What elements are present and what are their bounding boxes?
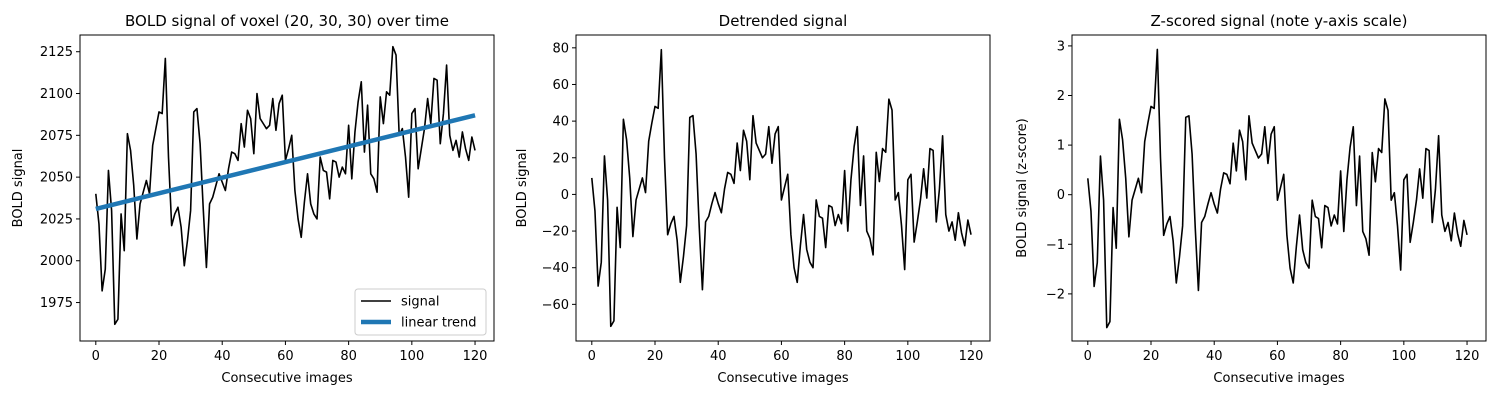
- y-tick-label: 1975: [40, 296, 73, 311]
- x-tick-label: 100: [895, 349, 920, 364]
- x-tick-label: 60: [277, 349, 294, 364]
- y-tick-label: 3: [1057, 39, 1065, 54]
- legend-entry: linear trend: [401, 316, 477, 331]
- y-tick-label: −20: [542, 225, 569, 240]
- y-axis-label: BOLD signal: [515, 149, 530, 228]
- chart-panel-2: Detrended signal 0 20 40 60 80 100 120 −60 −40 −20…: [515, 12, 991, 386]
- signal-line: [1087, 48, 1468, 329]
- y-tick-label: 2100: [40, 87, 73, 102]
- x-tick-label: 0: [588, 349, 596, 364]
- x-tick-label: 80: [1332, 349, 1349, 364]
- x-tick-label: 20: [1143, 349, 1160, 364]
- chart-panel-1: BOLD signal of voxel (20, 30, 30) over t…: [11, 12, 495, 386]
- y-tick-label: 0: [561, 188, 569, 203]
- y-tick-label: 40: [552, 115, 569, 130]
- x-tick-label: 0: [92, 349, 100, 364]
- y-tick-label: 60: [552, 78, 569, 93]
- y-axis-label: BOLD signal: [11, 149, 26, 228]
- y-tick-label: 20: [552, 151, 569, 166]
- signal-line: [591, 48, 972, 328]
- y-tick-label: 2050: [40, 171, 73, 186]
- x-tick-label: 120: [463, 349, 488, 364]
- y-tick-label: −1: [1046, 238, 1065, 253]
- trend-line: [95, 113, 476, 212]
- x-tick-label: 120: [959, 349, 984, 364]
- chart-title: Detrended signal: [719, 12, 848, 30]
- x-tick-label: 20: [151, 349, 168, 364]
- axes-frame: [575, 34, 991, 342]
- y-tick-label: −40: [542, 261, 569, 276]
- y-tick-label: 80: [552, 41, 569, 56]
- chart-title: Z-scored signal (note y-axis scale): [1151, 12, 1408, 30]
- y-tick-label: 2: [1057, 89, 1065, 104]
- x-tick-label: 60: [1269, 349, 1286, 364]
- axes-frame: [1071, 34, 1487, 342]
- x-tick-label: 40: [214, 349, 231, 364]
- x-tick-label: 20: [647, 349, 664, 364]
- y-tick-label: −60: [542, 298, 569, 313]
- x-axis-label: Consecutive images: [1213, 371, 1344, 386]
- x-tick-label: 40: [1206, 349, 1223, 364]
- axes-frame: [79, 34, 495, 342]
- x-tick-label: 40: [710, 349, 727, 364]
- legend-entry: signal: [401, 295, 439, 310]
- x-tick-label: 60: [773, 349, 790, 364]
- chart-panel-3: Z-scored signal (note y-axis scale)0 20 40…: [1015, 12, 1487, 386]
- y-tick-label: 0: [1057, 188, 1065, 203]
- signal-line: [95, 45, 476, 326]
- y-tick-label: −2: [1046, 287, 1065, 302]
- x-tick-label: 100: [1391, 349, 1416, 364]
- y-tick-label: 2075: [40, 129, 73, 144]
- x-tick-label: 0: [1084, 349, 1092, 364]
- x-axis-label: Consecutive images: [221, 371, 352, 386]
- x-tick-label: 80: [340, 349, 357, 364]
- x-tick-label: 100: [399, 349, 424, 364]
- legend: signal linear trend: [354, 288, 487, 336]
- y-tick-label: 1: [1057, 139, 1065, 154]
- x-tick-label: 80: [836, 349, 853, 364]
- y-tick-label: 2000: [40, 254, 73, 269]
- x-axis-label: Consecutive images: [717, 371, 848, 386]
- chart-title: BOLD signal of voxel (20, 30, 30) over t…: [125, 12, 449, 30]
- x-tick-label: 120: [1455, 349, 1480, 364]
- y-axis-label: BOLD signal (z-score): [1015, 118, 1030, 257]
- y-tick-label: 2125: [40, 45, 73, 60]
- y-tick-label: 2025: [40, 212, 73, 227]
